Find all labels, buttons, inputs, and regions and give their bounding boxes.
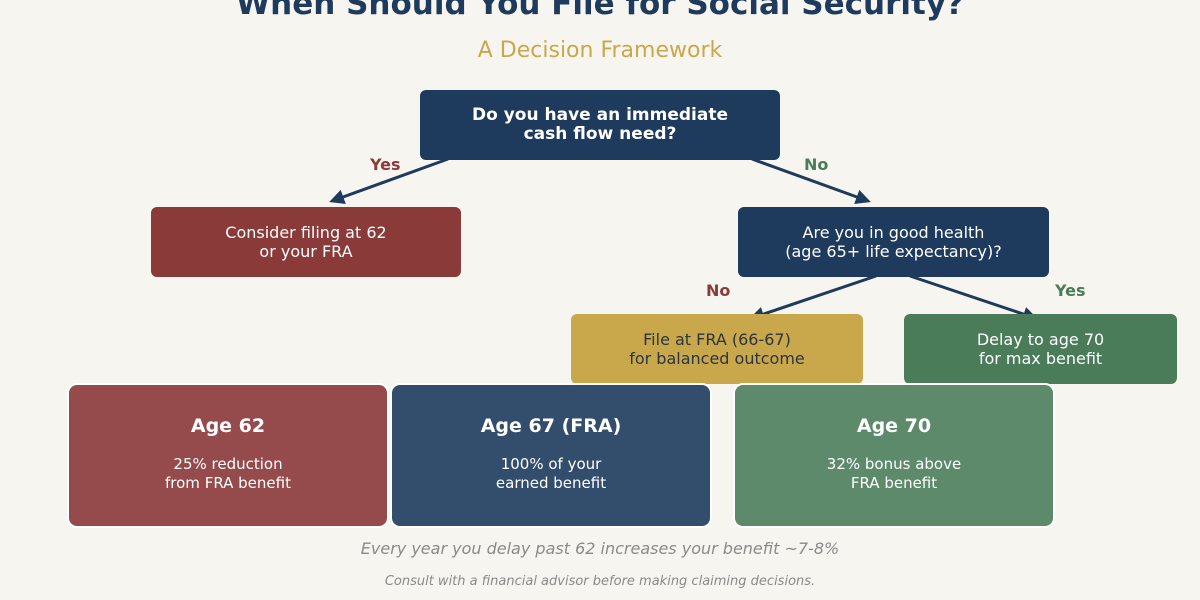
arrow-health-no [749,274,877,322]
summary-card-age-62: Age 62 25% reduction from FRA benefit [67,383,389,528]
arrow-health-yes [909,274,1038,322]
summary-card-age-70: Age 70 32% bonus above FRA benefit [733,383,1055,528]
disclaimer-text: Consult with a financial advisor before … [384,574,816,589]
arrow-root-no [751,157,871,204]
summary-card-age-67: Age 67 (FRA) 100% of your earned benefit [390,383,712,528]
question-health: Are you in good health (age 65+ life exp… [738,207,1049,277]
card-description-line1: 25% reduction [173,455,283,473]
outcome-delay-70-line2: for max benefit [978,349,1103,368]
card-description-line1: 32% bonus above [826,455,962,473]
question-cash-flow-line1: Do you have an immediate [472,105,728,125]
card-title: Age 62 [190,415,266,437]
question-cash-flow: Do you have an immediate cash flow need? [420,90,780,160]
outcome-file-fra-line1: File at FRA (66-67) [643,330,791,349]
question-cash-flow-line2: cash flow need? [523,124,677,144]
outcome-delay-70-line1: Delay to age 70 [976,330,1105,349]
outcome-filing-62: Consider filing at 62 or your FRA [151,207,461,277]
question-health-line1: Are you in good health [802,223,985,242]
card-description-line2: earned benefit [495,474,607,492]
edge-label-root-no: No [804,155,829,174]
delay-benefit-note: Every year you delay past 62 increases y… [360,539,840,558]
card-description-line2: from FRA benefit [165,474,291,492]
card-description-line2: FRA benefit [850,474,938,492]
edge-label-health-yes: Yes [1055,281,1086,300]
card-description: 32% bonus above FRA benefit [827,455,961,493]
outcome-file-fra: File at FRA (66-67) for balanced outcome [571,314,863,384]
edge-label-health-no: No [706,281,731,300]
outcome-file-fra-line2: for balanced outcome [629,349,805,368]
question-health-line2: (age 65+ life expectancy)? [785,242,1002,261]
card-description: 25% reduction from FRA benefit [165,455,291,493]
arrow-root-yes [329,157,449,204]
card-title: Age 70 [856,415,932,437]
outcome-filing-62-line2: or your FRA [259,242,353,261]
card-title: Age 67 (FRA) [480,415,622,437]
card-description: 100% of your earned benefit [496,455,606,493]
edge-label-root-yes: Yes [370,155,401,174]
page-subtitle: A Decision Framework [477,38,723,63]
outcome-delay-70: Delay to age 70 for max benefit [904,314,1177,384]
page-title: When Should You File for Social Security… [235,0,965,22]
card-description-line1: 100% of your [500,455,602,473]
outcome-filing-62-line1: Consider filing at 62 [225,223,387,242]
